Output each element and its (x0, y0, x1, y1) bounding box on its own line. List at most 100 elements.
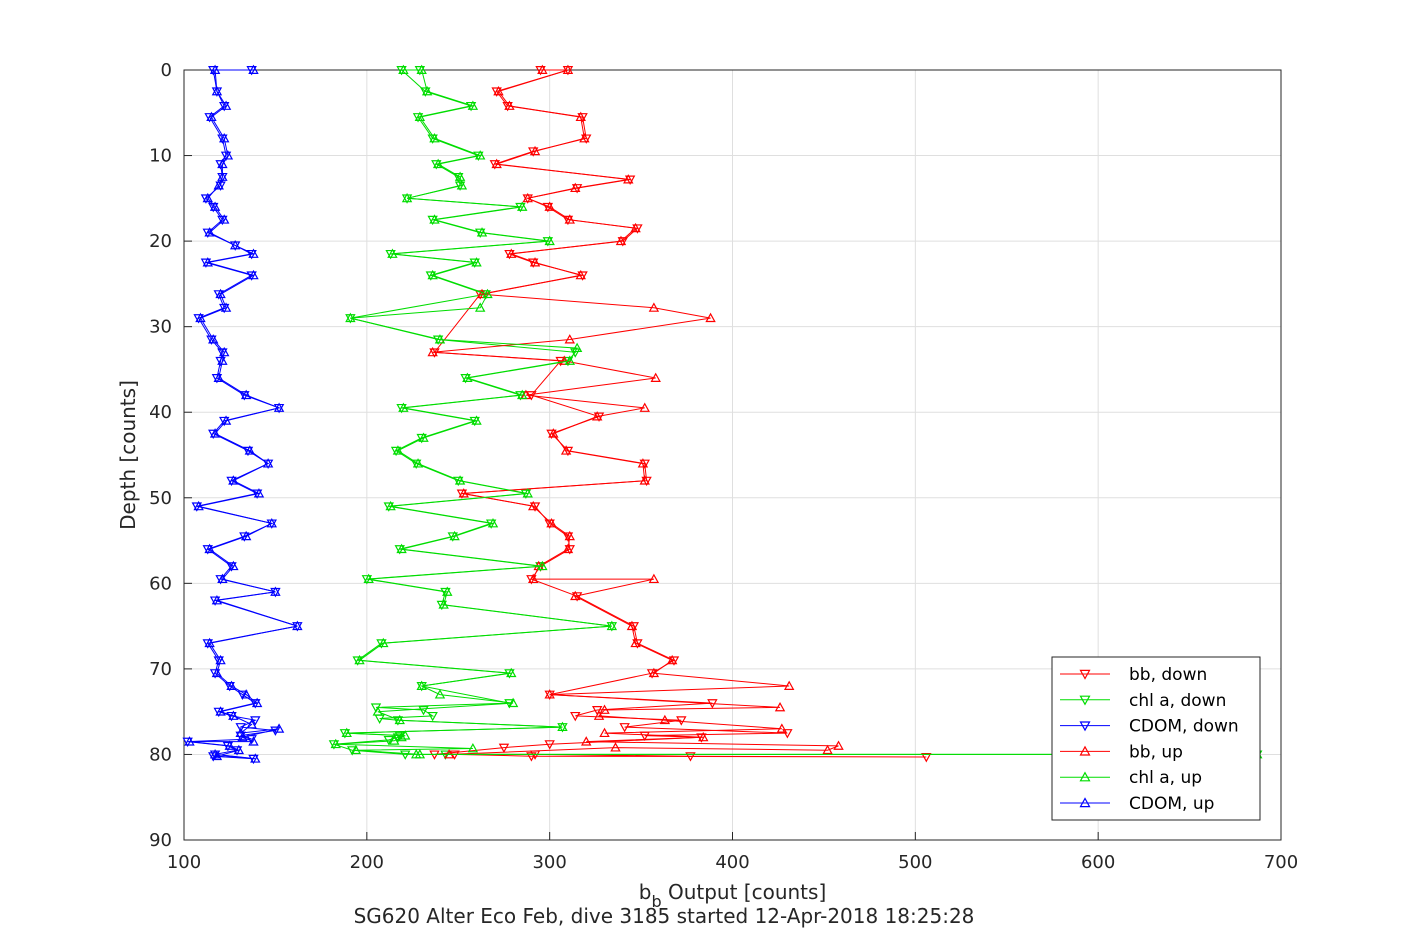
data-point-marker (346, 746, 358, 756)
data-point-marker (564, 530, 575, 541)
series-3 (427, 64, 844, 759)
data-point-marker (474, 150, 486, 160)
legend-entry: chl a, up (1060, 768, 1202, 788)
data-point-marker (456, 180, 468, 190)
data-point-marker (637, 458, 649, 468)
data-point-marker (248, 64, 259, 74)
data-point-marker (544, 689, 555, 699)
data-point-marker (639, 475, 650, 485)
data-point-marker (270, 586, 281, 596)
data-point-marker (474, 302, 486, 312)
data-point-marker (487, 518, 499, 528)
data-series-layer (182, 64, 1263, 765)
data-point-marker (442, 586, 453, 596)
data-point-marker (354, 654, 365, 665)
data-point-marker (482, 288, 493, 299)
data-point-marker (209, 201, 221, 211)
data-point-marker (215, 706, 226, 716)
data-point-marker (237, 731, 248, 742)
data-point-marker (575, 269, 586, 280)
data-point-marker (485, 519, 497, 529)
data-point-marker (237, 690, 248, 700)
x-tick-label: 200 (350, 852, 384, 873)
data-point-marker (412, 458, 424, 468)
series-4 (330, 64, 1263, 759)
x-axis-label-main: b (639, 880, 652, 904)
data-point-marker (579, 133, 590, 143)
data-point-marker (363, 573, 374, 584)
data-point-marker (581, 736, 592, 746)
data-point-marker (385, 500, 396, 511)
y-tick-label: 10 (149, 146, 172, 167)
data-point-marker (705, 312, 716, 323)
data-point-marker (204, 637, 215, 648)
data-point-marker (564, 214, 575, 224)
legend: bb, down chl a, down CDOM, down bb, up chl a… (1051, 656, 1261, 821)
data-point-marker (211, 595, 223, 605)
data-point-marker (215, 288, 226, 299)
legend-label: chl a, up (1129, 768, 1202, 788)
x-tick-label: 700 (1264, 852, 1298, 873)
data-point-marker (544, 740, 555, 750)
data-point-marker (240, 530, 252, 541)
data-point-marker (244, 445, 256, 455)
data-point-marker (571, 342, 583, 353)
data-point-marker (471, 415, 482, 425)
legend-label: bb, down (1129, 665, 1207, 685)
y-tick-label: 20 (149, 231, 172, 252)
data-point-marker (193, 500, 204, 511)
data-point-marker (648, 667, 660, 678)
legend-entry: bb, down (1060, 665, 1207, 685)
data-point-marker (400, 750, 411, 760)
data-point-marker (396, 543, 407, 554)
data-point-marker (220, 100, 232, 110)
data-point-marker (782, 729, 793, 739)
data-point-marker (209, 428, 221, 438)
data-point-marker (217, 171, 228, 181)
legend-entry: CDOM, down (1060, 717, 1239, 737)
data-point-marker (504, 100, 515, 110)
data-point-marker (421, 85, 433, 96)
data-point-marker (562, 543, 574, 554)
data-point-marker (235, 723, 246, 733)
data-point-marker (650, 372, 661, 382)
data-point-marker (273, 723, 285, 733)
data-point-marker (467, 100, 479, 110)
data-point-marker (570, 711, 581, 722)
data-point-marker (517, 201, 528, 211)
legend-marker (1079, 797, 1091, 808)
data-point-marker (526, 752, 537, 762)
data-point-marker (387, 248, 398, 258)
data-point-marker (266, 518, 277, 528)
data-point-marker (491, 158, 502, 169)
data-point-marker (434, 689, 446, 699)
y-tick-label: 0 (161, 60, 172, 81)
x-tick-label: 100 (167, 852, 201, 873)
data-point-marker (432, 158, 444, 169)
legend-marker (1079, 771, 1091, 782)
axis-ticks: 100 200 300 400 500 600 700 0 10 20 30 40 50 60 70 80 90 (149, 60, 1298, 873)
data-point-marker (220, 302, 232, 312)
data-point-marker (217, 355, 228, 365)
legend-box (1051, 656, 1261, 821)
data-point-marker (228, 710, 239, 720)
data-point-marker (217, 573, 228, 584)
data-point-marker (427, 346, 438, 357)
data-point-marker (774, 701, 786, 712)
data-point-marker (209, 749, 221, 759)
data-point-marker (685, 752, 696, 762)
data-point-marker (506, 667, 517, 678)
data-point-marker (211, 85, 223, 96)
series-5 (184, 64, 303, 763)
data-point-marker (394, 731, 405, 742)
series-line (335, 69, 1258, 755)
data-point-marker (209, 64, 221, 74)
data-point-marker (564, 355, 575, 365)
data-point-marker (659, 714, 671, 725)
data-point-marker (427, 269, 438, 280)
data-point-marker (211, 667, 223, 678)
data-point-marker (228, 560, 239, 571)
data-point-marker (630, 637, 641, 648)
data-point-marker (591, 411, 603, 421)
data-point-marker (438, 599, 449, 609)
